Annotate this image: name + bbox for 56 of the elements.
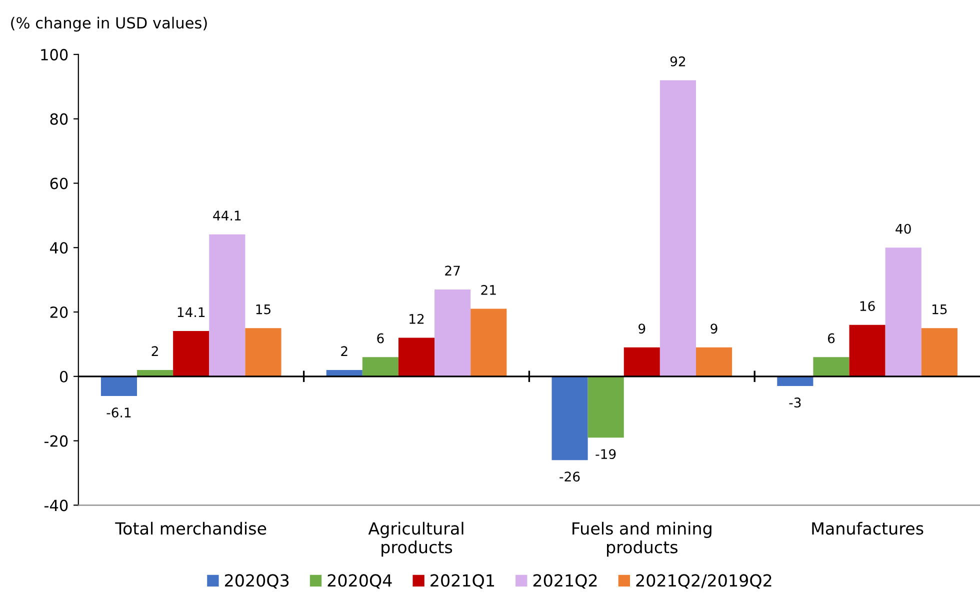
data-label: 14.1	[178, 307, 205, 317]
data-label: 44.1	[213, 210, 241, 220]
data-label: -3	[789, 398, 801, 408]
y-tick-label: 60	[50, 178, 68, 190]
y-tick-label: 80	[50, 113, 68, 125]
data-label: 6	[377, 333, 384, 344]
bar	[921, 328, 958, 376]
data-label: -19	[596, 449, 616, 460]
data-label: 2	[152, 346, 158, 356]
x-tick-label: Total merchandise	[115, 522, 266, 535]
data-label: 12	[410, 314, 424, 324]
bar	[696, 347, 732, 376]
data-label: -26	[560, 472, 580, 482]
legend-label: 2021Q1	[430, 574, 494, 589]
legend-label: 2021Q2	[533, 574, 597, 589]
data-label: 16	[860, 301, 875, 312]
bar	[849, 324, 886, 376]
bar	[362, 357, 398, 376]
data-label: 27	[445, 266, 460, 276]
y-tick-label: -20	[44, 435, 68, 447]
y-axis-title: (% change in USD values)	[11, 16, 207, 32]
bar	[813, 357, 850, 376]
bar	[470, 308, 507, 376]
bar	[100, 376, 138, 396]
y-tick-label: 20	[50, 306, 68, 318]
bar	[552, 376, 588, 460]
data-label: 15	[932, 304, 947, 314]
data-label: 92	[670, 56, 686, 66]
y-tick-label: 40	[50, 242, 68, 254]
bar	[885, 248, 922, 376]
data-label: -6.1	[106, 408, 131, 418]
bar	[398, 338, 435, 376]
x-tick-label: Agricultural products	[368, 522, 464, 557]
x-tick-label: Fuels and mining products	[572, 522, 712, 557]
bar	[245, 328, 282, 376]
y-tick-label: 0	[60, 370, 68, 382]
data-label: 9	[710, 324, 718, 334]
bar	[173, 331, 210, 376]
y-tick-label: -40	[44, 500, 68, 512]
data-label: 15	[256, 304, 270, 314]
y-tick-label: 100	[41, 48, 68, 60]
data-label: 21	[481, 284, 496, 295]
x-tick-label: Manufactures	[812, 522, 924, 535]
bar	[624, 347, 660, 376]
legend-label: 2020Q4	[328, 574, 392, 589]
data-label: 6	[828, 333, 835, 344]
bar	[434, 289, 471, 376]
bar	[209, 234, 246, 376]
bar	[588, 376, 624, 438]
legend-label: 2021Q2/2019Q2	[636, 574, 772, 589]
legend-label: 2020Q3	[224, 574, 289, 589]
data-label: 2	[341, 346, 348, 356]
bar	[777, 376, 814, 386]
data-label: 40	[896, 224, 911, 234]
data-label: 9	[638, 324, 646, 334]
bar	[660, 80, 696, 376]
